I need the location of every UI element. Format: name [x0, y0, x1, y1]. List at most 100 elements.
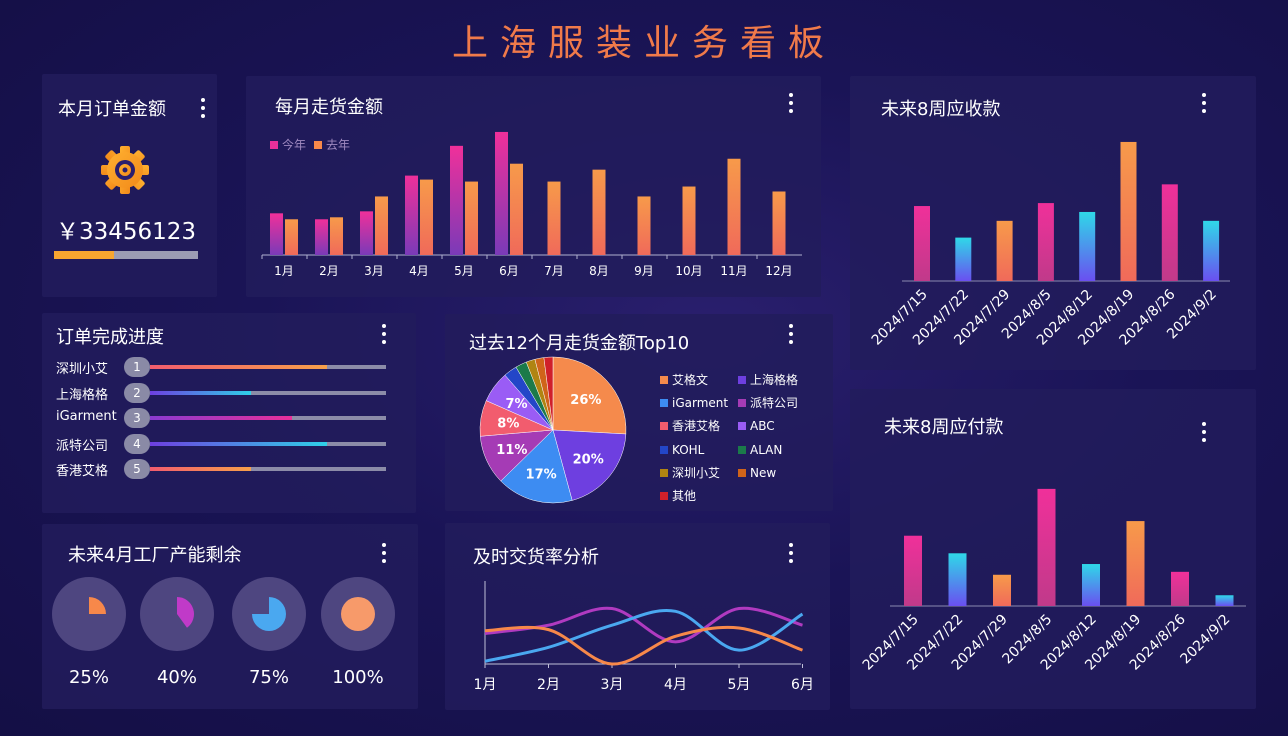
line-series: [484, 625, 804, 666]
capacity-label: 40%: [156, 667, 197, 688]
x-tick-label: 11月: [720, 264, 747, 278]
legend-item: 上海格格: [738, 372, 798, 388]
bar-lastyear: [510, 163, 523, 255]
order-amount-progress-fill: [54, 251, 115, 259]
pie-label: 11%: [496, 443, 527, 458]
pie-slice: [552, 429, 627, 501]
progress-label: iGarment: [56, 409, 117, 424]
bar-lastyear: [727, 158, 741, 255]
gear-icon: [101, 146, 149, 194]
progress-fill: [150, 441, 327, 446]
legend-item: 深圳小艾: [660, 465, 720, 481]
more-menu-icon[interactable]: [788, 543, 794, 563]
bar: [955, 237, 972, 281]
legend-label: 上海格格: [750, 373, 799, 387]
monthly-shipment-title: 每月走货金额: [275, 97, 383, 118]
order-amount-title: 本月订单金额: [58, 99, 166, 120]
progress-track: [150, 416, 386, 420]
legend-label: 派特公司: [750, 396, 799, 411]
order-progress-panel: 订单完成进度 深圳小艾 1 上海格格 2 iGarment 3 派特公司 4 香港艾格 5: [42, 313, 416, 513]
more-menu-icon[interactable]: [200, 98, 206, 118]
pie-label: 7%: [505, 397, 527, 412]
x-tick-label: 2月: [319, 264, 339, 278]
monthly-shipment-panel: 每月走货金额 1月 2月 3月 4月 5月 6月 7月 8月 9月 10月 11月 12月 今年 去年: [246, 76, 821, 297]
legend-label: 艾格文: [672, 373, 709, 387]
bar: [1215, 595, 1234, 606]
x-tick-label: 6月: [499, 264, 519, 278]
legend-label: iGarment: [672, 396, 729, 411]
more-menu-icon[interactable]: [788, 93, 794, 113]
legend-item: 香港艾格: [660, 418, 720, 434]
x-tick-label: 2月: [537, 677, 560, 693]
progress-label: 上海格格: [56, 387, 109, 403]
payable-chart: 2024/7/152024/7/222024/7/292024/8/52024/…: [860, 488, 1246, 674]
legend-item: ALAN: [738, 442, 782, 458]
bar-thisyear: [450, 145, 463, 255]
bar: [993, 574, 1011, 606]
progress-fill: [150, 467, 252, 471]
top10-pie-chart: 26% 20% 17% 11% 8% 7%: [479, 356, 627, 504]
capacity-fill: [177, 597, 194, 628]
x-tick-label: 1月: [274, 264, 294, 278]
progress-track: [150, 365, 386, 369]
bar-thisyear: [405, 175, 418, 255]
x-tick-label: 3月: [364, 264, 384, 278]
bar-lastyear: [330, 217, 343, 255]
capacity-fill: [341, 597, 375, 631]
legend-swatch: [738, 376, 746, 384]
more-menu-icon[interactable]: [1201, 93, 1207, 113]
ontime-line-chart: 1月 2月 3月 4月 5月 6月: [474, 581, 814, 693]
bar: [914, 206, 930, 281]
receivable-panel: 未来8周应收款 2024/7/15 2024/7/22 2024/7/29 2024/…: [850, 76, 1256, 370]
legend-label: ALAN: [750, 442, 783, 457]
bar-thisyear: [360, 211, 373, 255]
progress-track: [150, 467, 386, 471]
more-menu-icon[interactable]: [381, 543, 387, 563]
progress-track: [150, 441, 386, 446]
x-tick-label: 9月: [634, 264, 654, 278]
order-amount-panel: 本月订单金额 ￥33456123: [42, 74, 217, 297]
x-tick-label: 12月: [765, 264, 792, 278]
bar: [904, 535, 922, 606]
progress-fill: [150, 416, 292, 420]
more-menu-icon[interactable]: [1201, 422, 1207, 442]
line-series: [484, 609, 804, 663]
bar-thisyear: [315, 219, 328, 255]
bar: [948, 553, 967, 606]
legend-label: 深圳小艾: [672, 465, 721, 480]
order-amount-value: ￥33456123: [56, 219, 197, 245]
legend-item: 派特公司: [738, 395, 798, 411]
bar: [1120, 141, 1137, 281]
bar: [996, 220, 1013, 281]
progress-row: iGarment 3: [56, 408, 416, 428]
legend-swatch: [660, 376, 668, 384]
legend-swatch: [270, 141, 278, 149]
x-tick-label: 8月: [589, 264, 609, 278]
progress-row: 深圳小艾 1: [56, 357, 416, 377]
progress-label: 香港艾格: [56, 464, 109, 479]
bar: [1079, 211, 1096, 281]
legend-label: ABC: [750, 419, 775, 434]
bar-lastyear: [420, 179, 433, 255]
top10-title: 过去12个月走货金额Top10: [469, 333, 690, 354]
payable-title: 未来8周应付款: [884, 417, 1004, 438]
bar: [1203, 220, 1220, 281]
capacity-label: 100%: [332, 667, 384, 688]
more-menu-icon[interactable]: [381, 324, 387, 344]
legend-swatch: [738, 399, 746, 408]
capacity-title: 未来4月工厂产能剩余: [68, 545, 242, 566]
more-menu-icon[interactable]: [788, 324, 794, 344]
progress-label: 派特公司: [56, 438, 109, 454]
pie-label: 17%: [526, 468, 557, 483]
line-series: [484, 606, 803, 644]
pie-label: 20%: [573, 452, 604, 467]
bar-lastyear: [547, 181, 561, 255]
bar-lastyear: [637, 196, 651, 255]
capacity-label: 25%: [68, 667, 109, 688]
x-tick-label: 3月: [601, 677, 624, 693]
x-tick-label: 4月: [664, 677, 687, 693]
x-tick-label: 1月: [474, 677, 497, 693]
legend-item: iGarment: [660, 395, 728, 411]
capacity-label: 75%: [248, 667, 289, 688]
progress-fill: [150, 365, 327, 369]
